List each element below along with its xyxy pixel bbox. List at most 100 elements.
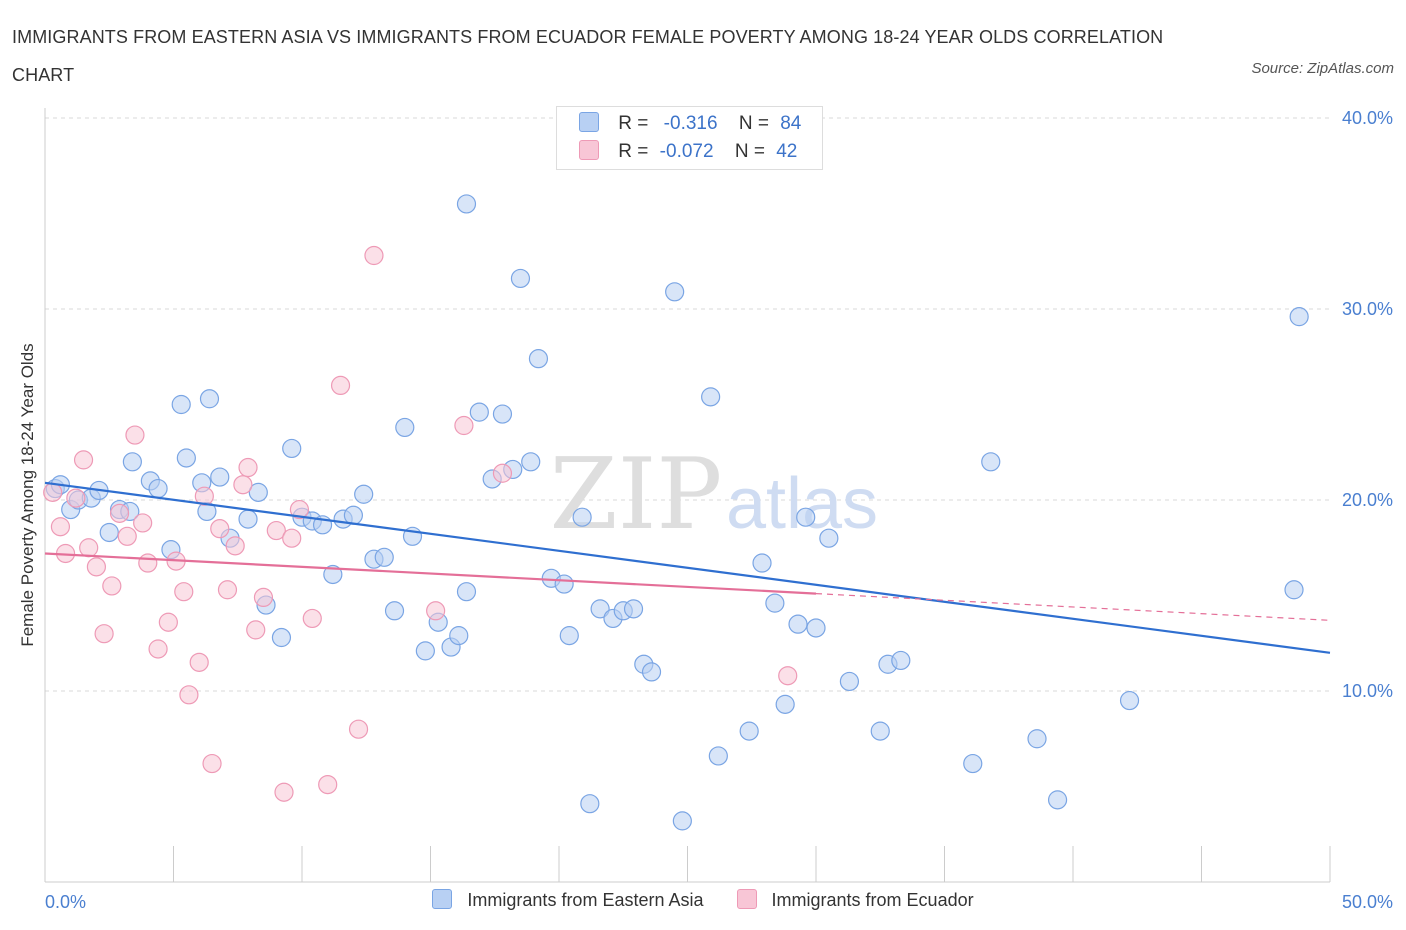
point-eastern-asia — [739, 721, 759, 741]
point-eastern-asia — [148, 478, 168, 499]
watermark-atlas: atlas — [726, 464, 878, 544]
y-axis-label: Female Poverty Among 18-24 Year Olds — [18, 343, 37, 646]
point-ecuador — [318, 774, 338, 795]
trend-line-ecuador-extension — [815, 592, 1331, 621]
trend-line-eastern-asia — [44, 481, 1331, 654]
point-ecuador — [43, 482, 63, 502]
point-eastern-asia — [572, 507, 592, 527]
y-tick-label: 20.0% — [1342, 490, 1393, 510]
legend-swatch-blue — [432, 889, 453, 909]
point-ecuador — [302, 608, 322, 629]
legend-item-ecuador[interactable]: Immigrants from Ecuador — [736, 889, 974, 911]
point-ecuador — [364, 245, 384, 266]
point-ecuador — [102, 576, 122, 596]
point-eastern-asia — [122, 452, 142, 472]
point-eastern-asia — [210, 467, 230, 487]
point-eastern-asia — [456, 194, 477, 214]
point-eastern-asia — [1027, 729, 1047, 749]
point-eastern-asia — [469, 402, 489, 422]
point-eastern-asia — [238, 509, 258, 529]
point-eastern-asia — [708, 746, 728, 766]
point-ecuador — [210, 519, 230, 539]
point-eastern-asia — [354, 484, 374, 504]
point-eastern-asia — [323, 564, 343, 585]
point-ecuador — [492, 463, 513, 483]
point-eastern-asia — [199, 389, 220, 409]
legend-item-eastern-asia[interactable]: Immigrants from Eastern Asia — [432, 889, 704, 911]
chart-title: IMMIGRANTS FROM EASTERN ASIA VS IMMIGRAN… — [12, 27, 1164, 85]
point-eastern-asia — [839, 671, 860, 692]
point-ecuador — [66, 488, 86, 508]
point-ecuador — [138, 553, 158, 573]
point-eastern-asia — [796, 507, 816, 527]
point-ecuador — [233, 475, 253, 495]
point-ecuador — [274, 782, 294, 802]
point-eastern-asia — [415, 641, 435, 661]
point-ecuador — [86, 557, 107, 577]
point-eastern-asia — [449, 626, 469, 646]
point-eastern-asia — [343, 505, 363, 525]
point-eastern-asia — [788, 614, 808, 634]
point-ecuador — [426, 601, 446, 621]
watermark: ZIP atlas — [550, 438, 878, 552]
point-ecuador — [778, 666, 798, 686]
point-ecuador — [194, 486, 214, 506]
r-value: -0.072 — [659, 141, 714, 162]
point-eastern-asia — [492, 404, 513, 424]
n-value: 84 — [780, 113, 802, 134]
point-ecuador — [202, 753, 222, 774]
point-ecuador — [79, 538, 99, 558]
legend-swatch-blue — [579, 112, 599, 132]
point-eastern-asia — [510, 268, 531, 289]
point-eastern-asia — [456, 582, 477, 602]
point-ecuador — [282, 528, 302, 548]
point-ecuador — [148, 639, 168, 659]
point-ecuador — [179, 685, 199, 705]
point-ecuador — [225, 536, 245, 556]
point-eastern-asia — [374, 547, 394, 567]
y-tick-label: 40.0% — [1342, 108, 1393, 128]
point-eastern-asia — [819, 528, 839, 548]
r-value: -0.316 — [663, 113, 718, 134]
point-ecuador — [73, 450, 94, 470]
trend-layer — [44, 481, 1331, 654]
point-eastern-asia — [171, 394, 191, 415]
point-eastern-asia — [963, 753, 983, 774]
point-eastern-asia — [271, 627, 292, 648]
y-tick-label: 10.0% — [1342, 681, 1393, 701]
chart-source: Source: ZipAtlas.com — [1251, 60, 1394, 77]
series-legend: Immigrants from Eastern Asia Immigrants … — [0, 889, 1406, 911]
trend-line-ecuador — [44, 552, 817, 595]
point-eastern-asia — [641, 662, 662, 682]
point-eastern-asia — [554, 574, 574, 594]
legend-label: Immigrants from Eastern Asia — [467, 890, 704, 910]
point-eastern-asia — [528, 349, 549, 369]
legend-swatch-pink — [736, 889, 757, 909]
point-ecuador — [117, 526, 137, 546]
point-ecuador — [109, 503, 130, 523]
point-eastern-asia — [559, 626, 579, 646]
correlation-legend: R = -0.316 N = 84 R = -0.072 N = 42 — [556, 106, 823, 170]
n-label: N = — [738, 113, 769, 134]
watermark-zip: ZIP — [550, 438, 723, 552]
point-eastern-asia — [891, 650, 911, 671]
n-label: N = — [734, 141, 765, 162]
point-ecuador — [158, 612, 178, 632]
point-ecuador — [454, 415, 474, 436]
point-ecuador — [133, 513, 153, 533]
grid-layer — [45, 117, 1330, 692]
point-eastern-asia — [672, 811, 692, 831]
point-eastern-asia — [623, 599, 644, 619]
point-ecuador — [189, 652, 209, 672]
point-ecuador — [330, 375, 351, 395]
n-value: 42 — [776, 141, 798, 162]
point-eastern-asia — [282, 438, 302, 459]
point-ecuador — [50, 517, 71, 537]
y-tick-label: 30.0% — [1342, 299, 1393, 319]
point-eastern-asia — [665, 282, 685, 302]
legend-label: Immigrants from Ecuador — [771, 890, 974, 910]
point-eastern-asia — [981, 452, 1001, 472]
point-ecuador — [174, 582, 194, 602]
point-ecuador — [289, 499, 310, 520]
